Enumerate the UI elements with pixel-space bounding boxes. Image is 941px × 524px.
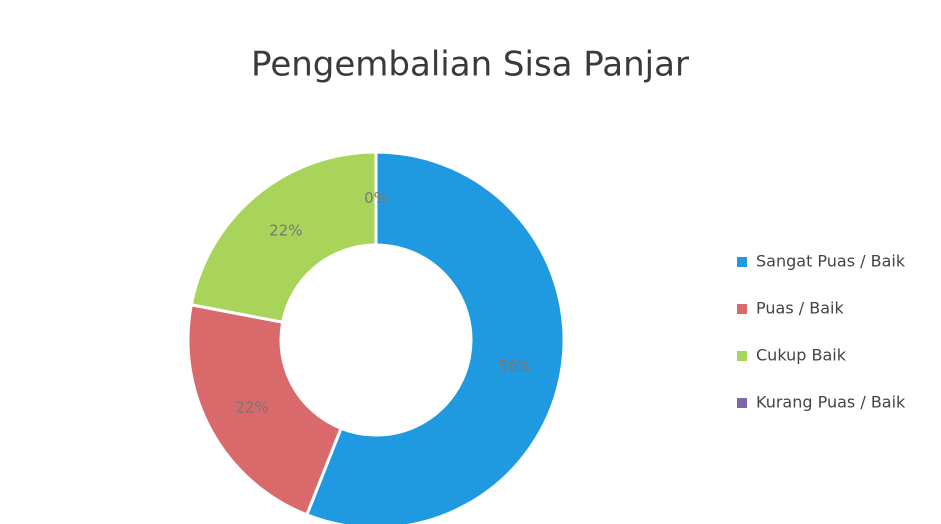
donut-slice xyxy=(304,150,566,524)
data-label: 22% xyxy=(235,399,268,417)
data-label: 22% xyxy=(269,221,302,239)
legend-label: Cukup Baik xyxy=(756,346,847,365)
legend-label: Sangat Puas / Baik xyxy=(756,252,906,271)
legend-swatch xyxy=(737,257,747,267)
legend-swatch xyxy=(737,398,747,408)
donut-slice xyxy=(186,303,343,517)
legend-label: Kurang Puas / Baik xyxy=(756,393,906,412)
legend-swatch xyxy=(737,304,747,314)
legend-label: Puas / Baik xyxy=(756,299,844,318)
data-label: 0% xyxy=(364,189,388,207)
donut-slice xyxy=(189,150,378,324)
chart-title: Pengembalian Sisa Panjar xyxy=(251,45,689,85)
legend-swatch xyxy=(737,351,747,361)
data-label: 56% xyxy=(498,357,531,375)
